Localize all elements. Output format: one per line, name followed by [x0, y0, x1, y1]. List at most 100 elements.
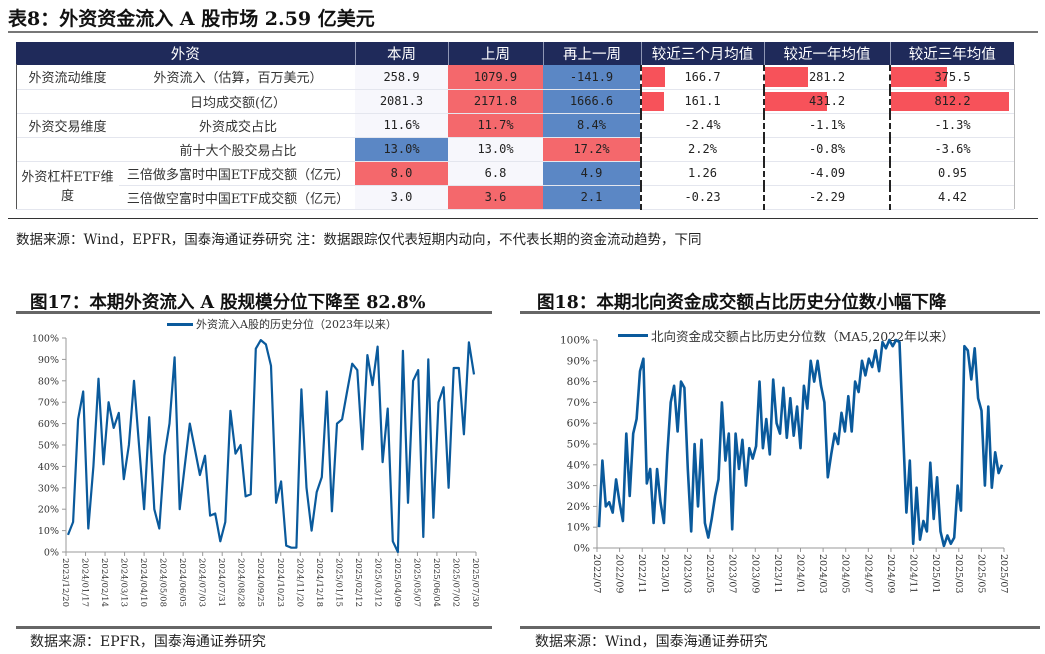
chart18-legend: 北向资金成交额占比历史分位数（MA5,2022年以来）	[618, 326, 954, 345]
chart17-legend: 外资流入A股的历史分位（2023年以来）	[167, 316, 397, 332]
svg-text:70%: 70%	[567, 397, 590, 409]
table-title: 表8：外资资金流入 A 股市场 2.59 亿美元	[8, 8, 375, 30]
foreign-capital-table: 外资 本周 上周 再上一周 较近三个月均值 较近一年均值 较近三年均值 外资流动…	[16, 42, 1014, 210]
chart17-bottom-rule	[16, 626, 492, 629]
data-bar	[765, 67, 808, 87]
svg-text:0%: 0%	[44, 548, 59, 559]
chart17-plot: 0% 10% 20% 30% 40% 50% 60% 70% 80% 90% 100% 2023/12…	[32, 334, 480, 608]
cell-last-week: 1079.9	[448, 65, 543, 90]
cell-last-week: 13.0%	[448, 137, 543, 162]
svg-text:2024/07/31: 2024/07/31	[216, 558, 226, 607]
cell-vs-3y: 812.2	[889, 89, 1014, 114]
svg-text:2024/09/25: 2024/09/25	[255, 558, 265, 607]
svg-text:2023/12/20: 2023/12/20	[60, 558, 70, 607]
svg-text:2023/01: 2023/01	[659, 554, 670, 593]
svg-text:2025/05: 2025/05	[975, 554, 986, 593]
group-label: 外资交易维度	[16, 113, 119, 138]
cell-vs-3m: -0.23	[640, 185, 764, 210]
cell-prev-week: 17.2%	[543, 137, 641, 162]
cell-vs-1y: -4.09	[763, 161, 890, 186]
svg-text:2024/01: 2024/01	[795, 554, 806, 593]
svg-text:2022/09: 2022/09	[614, 554, 625, 593]
row-label: 三倍做多富时中国ETF成交额（亿元）	[119, 161, 355, 186]
title-rule	[8, 31, 1038, 33]
cell-prev-week: 4.9	[543, 161, 641, 186]
svg-text:2024/12/18: 2024/12/18	[314, 558, 324, 607]
svg-text:20%: 20%	[38, 505, 59, 516]
chart17-rule	[16, 311, 492, 314]
svg-text:2025/01: 2025/01	[930, 554, 941, 593]
cell-last-week: 6.8	[448, 161, 543, 186]
svg-text:90%: 90%	[38, 355, 59, 366]
cell-prev-week: 2.1	[543, 185, 641, 210]
cell-this-week: 11.6%	[355, 113, 448, 138]
cell-vs-3y: 4.42	[889, 185, 1014, 210]
svg-text:2024/06/05: 2024/06/05	[177, 558, 187, 607]
data-bar	[765, 91, 827, 111]
cell-this-week: 13.0%	[355, 137, 448, 162]
svg-text:2025/04/09: 2025/04/09	[392, 558, 402, 607]
svg-text:2023/07: 2023/07	[727, 554, 738, 593]
svg-text:0%: 0%	[573, 543, 590, 555]
svg-text:50%: 50%	[567, 439, 590, 451]
cell-vs-3y: 0.95	[889, 161, 1014, 186]
cell-vs-3m: 1.26	[640, 161, 764, 186]
legend-swatch	[167, 322, 193, 326]
svg-text:100%: 100%	[560, 335, 590, 347]
svg-text:2025/03: 2025/03	[953, 554, 964, 593]
svg-text:2025/03/12: 2025/03/12	[372, 558, 382, 607]
header-foreign: 外资	[16, 42, 356, 65]
svg-text:40%: 40%	[567, 459, 590, 471]
group-label: 外资杠杆ETF维度	[16, 161, 119, 210]
table-row: 外资杠杆ETF维度 三倍做多富时中国ETF成交额（亿元） 8.0 6.8 4.9…	[16, 161, 1014, 210]
svg-text:100%: 100%	[32, 334, 59, 345]
header-vs-3y: 较近三年均值	[890, 42, 1014, 65]
svg-text:2023/03: 2023/03	[681, 554, 692, 593]
cell-vs-3y: -1.3%	[889, 113, 1014, 138]
chart18-bottom-rule	[520, 626, 1040, 629]
group-label	[16, 137, 119, 162]
svg-text:10%: 10%	[567, 522, 590, 534]
table-left-border	[16, 64, 17, 209]
cell-this-week: 258.9	[355, 65, 448, 90]
svg-text:10%: 10%	[38, 526, 59, 537]
svg-text:2023/09: 2023/09	[749, 554, 760, 593]
svg-text:90%: 90%	[567, 355, 590, 367]
svg-text:2025/07: 2025/07	[998, 554, 1009, 593]
svg-text:2024/01/17: 2024/01/17	[80, 558, 90, 607]
chart17-source: 数据来源：EPFR，国泰海通证券研究	[30, 634, 266, 650]
table-row: 外资流动维度 外资流入（估算，百万美元） 258.9 1079.9 -141.9…	[16, 65, 1014, 90]
svg-text:2024/10/23: 2024/10/23	[275, 558, 285, 607]
svg-text:60%: 60%	[567, 418, 590, 430]
row-label: 前十大个股交易占比	[119, 137, 355, 162]
cell-this-week: 2081.3	[355, 89, 448, 114]
svg-text:2025/07/30: 2025/07/30	[470, 558, 480, 607]
cell-vs-3m: 166.7	[640, 65, 764, 90]
svg-text:2023/05: 2023/05	[704, 554, 715, 593]
cell-last-week: 3.6	[448, 185, 543, 210]
svg-text:20%: 20%	[567, 501, 590, 513]
svg-text:80%: 80%	[38, 376, 59, 387]
data-bar	[642, 91, 664, 111]
cell-vs-3m: 2.2%	[640, 137, 764, 162]
svg-text:2025/01/15: 2025/01/15	[333, 558, 343, 607]
chart18-title: 图18：本期北向资金成交额占比历史分位数小幅下降	[537, 293, 947, 313]
cell-vs-1y: -1.1%	[763, 113, 890, 138]
cell-vs-3m: -2.4%	[640, 113, 764, 138]
svg-text:40%: 40%	[38, 462, 59, 473]
svg-text:2025/06/04: 2025/06/04	[431, 558, 441, 607]
chart18-source: 数据来源：Wind，国泰海通证券研究	[535, 634, 768, 650]
chart17-title: 图17：本期外资流入 A 股规模分位下降至 82.8%	[30, 293, 426, 313]
cell-last-week: 2171.8	[448, 89, 543, 114]
svg-text:2024/07/03: 2024/07/03	[197, 558, 207, 607]
row-label: 外资成交占比	[119, 113, 355, 138]
svg-text:70%: 70%	[38, 398, 59, 409]
cell-vs-1y: 281.2	[763, 65, 890, 90]
chart18-plot: 0% 10% 20% 30% 40% 50% 60% 70% 80% 90% 100% 2022/07…	[560, 335, 1009, 594]
header-last-week: 上周	[448, 42, 544, 65]
group-label: 外资流动维度	[16, 65, 119, 90]
legend-swatch	[618, 334, 648, 337]
chart18-rule	[520, 311, 1040, 314]
svg-text:2024/03: 2024/03	[817, 554, 828, 593]
cell-vs-3y: 375.5	[889, 65, 1014, 90]
